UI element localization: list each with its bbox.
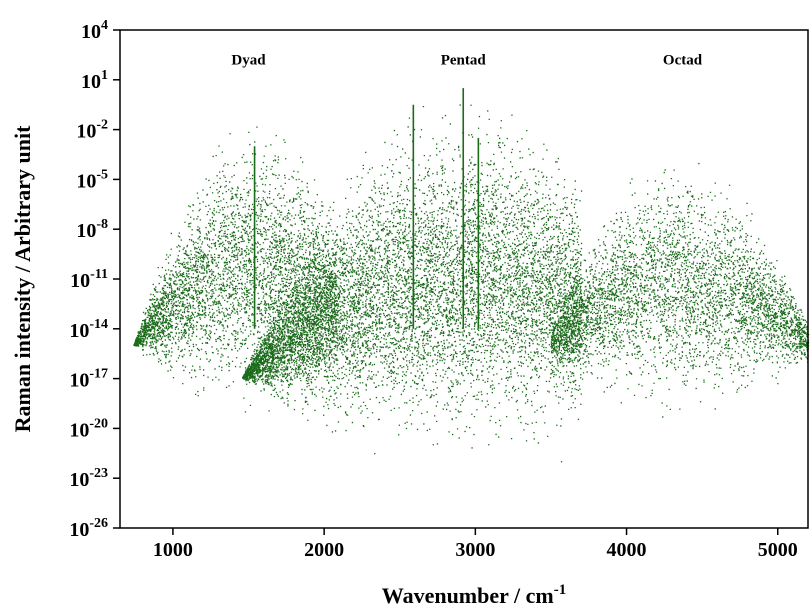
- y-tick-label: 10-2: [76, 118, 108, 143]
- y-axis: 104 101 10-2 10-5 10-8 10-11 10-14 10-17 10-20 10…: [69, 18, 120, 541]
- y-tick-label: 10-5: [76, 167, 108, 192]
- scatter-points: [133, 88, 810, 463]
- band-label-dyad: Dyad: [231, 53, 266, 69]
- y-tick-label: 104: [81, 18, 108, 43]
- scatter-point-cloud: [133, 104, 810, 463]
- x-tick-label: 2000: [304, 539, 344, 561]
- x-tick-label: 4000: [607, 539, 647, 561]
- y-tick-label: 101: [81, 68, 108, 93]
- band-label-pentad: Pentad: [441, 53, 487, 69]
- y-tick-label: 10-17: [69, 367, 108, 392]
- x-axis-title: Wavenumber / cm-1: [382, 582, 566, 608]
- y-tick-label: 10-11: [70, 267, 108, 292]
- y-tick-label: 10-14: [69, 317, 108, 342]
- y-tick-label: 10-26: [69, 516, 108, 541]
- x-axis: 1000 2000 3000 4000 5000: [153, 528, 798, 561]
- band-annotations: Dyad Pentad Octad: [231, 53, 702, 69]
- y-axis-title: Raman intensity / Arbitrary unit: [10, 125, 35, 432]
- x-tick-label: 1000: [153, 539, 193, 561]
- y-tick-label: 10-8: [76, 217, 108, 242]
- x-tick-label: 5000: [758, 539, 798, 561]
- band-label-octad: Octad: [663, 53, 703, 69]
- x-tick-label: 3000: [455, 539, 495, 561]
- y-tick-label: 10-23: [69, 466, 108, 491]
- y-tick-label: 10-20: [69, 416, 108, 441]
